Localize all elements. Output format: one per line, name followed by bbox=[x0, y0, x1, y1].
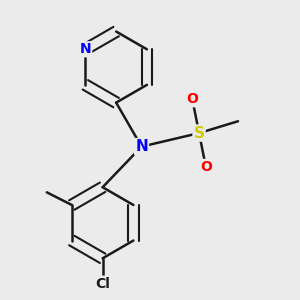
Text: N: N bbox=[135, 139, 148, 154]
Text: S: S bbox=[194, 126, 205, 141]
Text: N: N bbox=[80, 42, 91, 56]
Text: Cl: Cl bbox=[95, 277, 110, 291]
Text: O: O bbox=[186, 92, 198, 106]
Text: O: O bbox=[200, 160, 212, 174]
